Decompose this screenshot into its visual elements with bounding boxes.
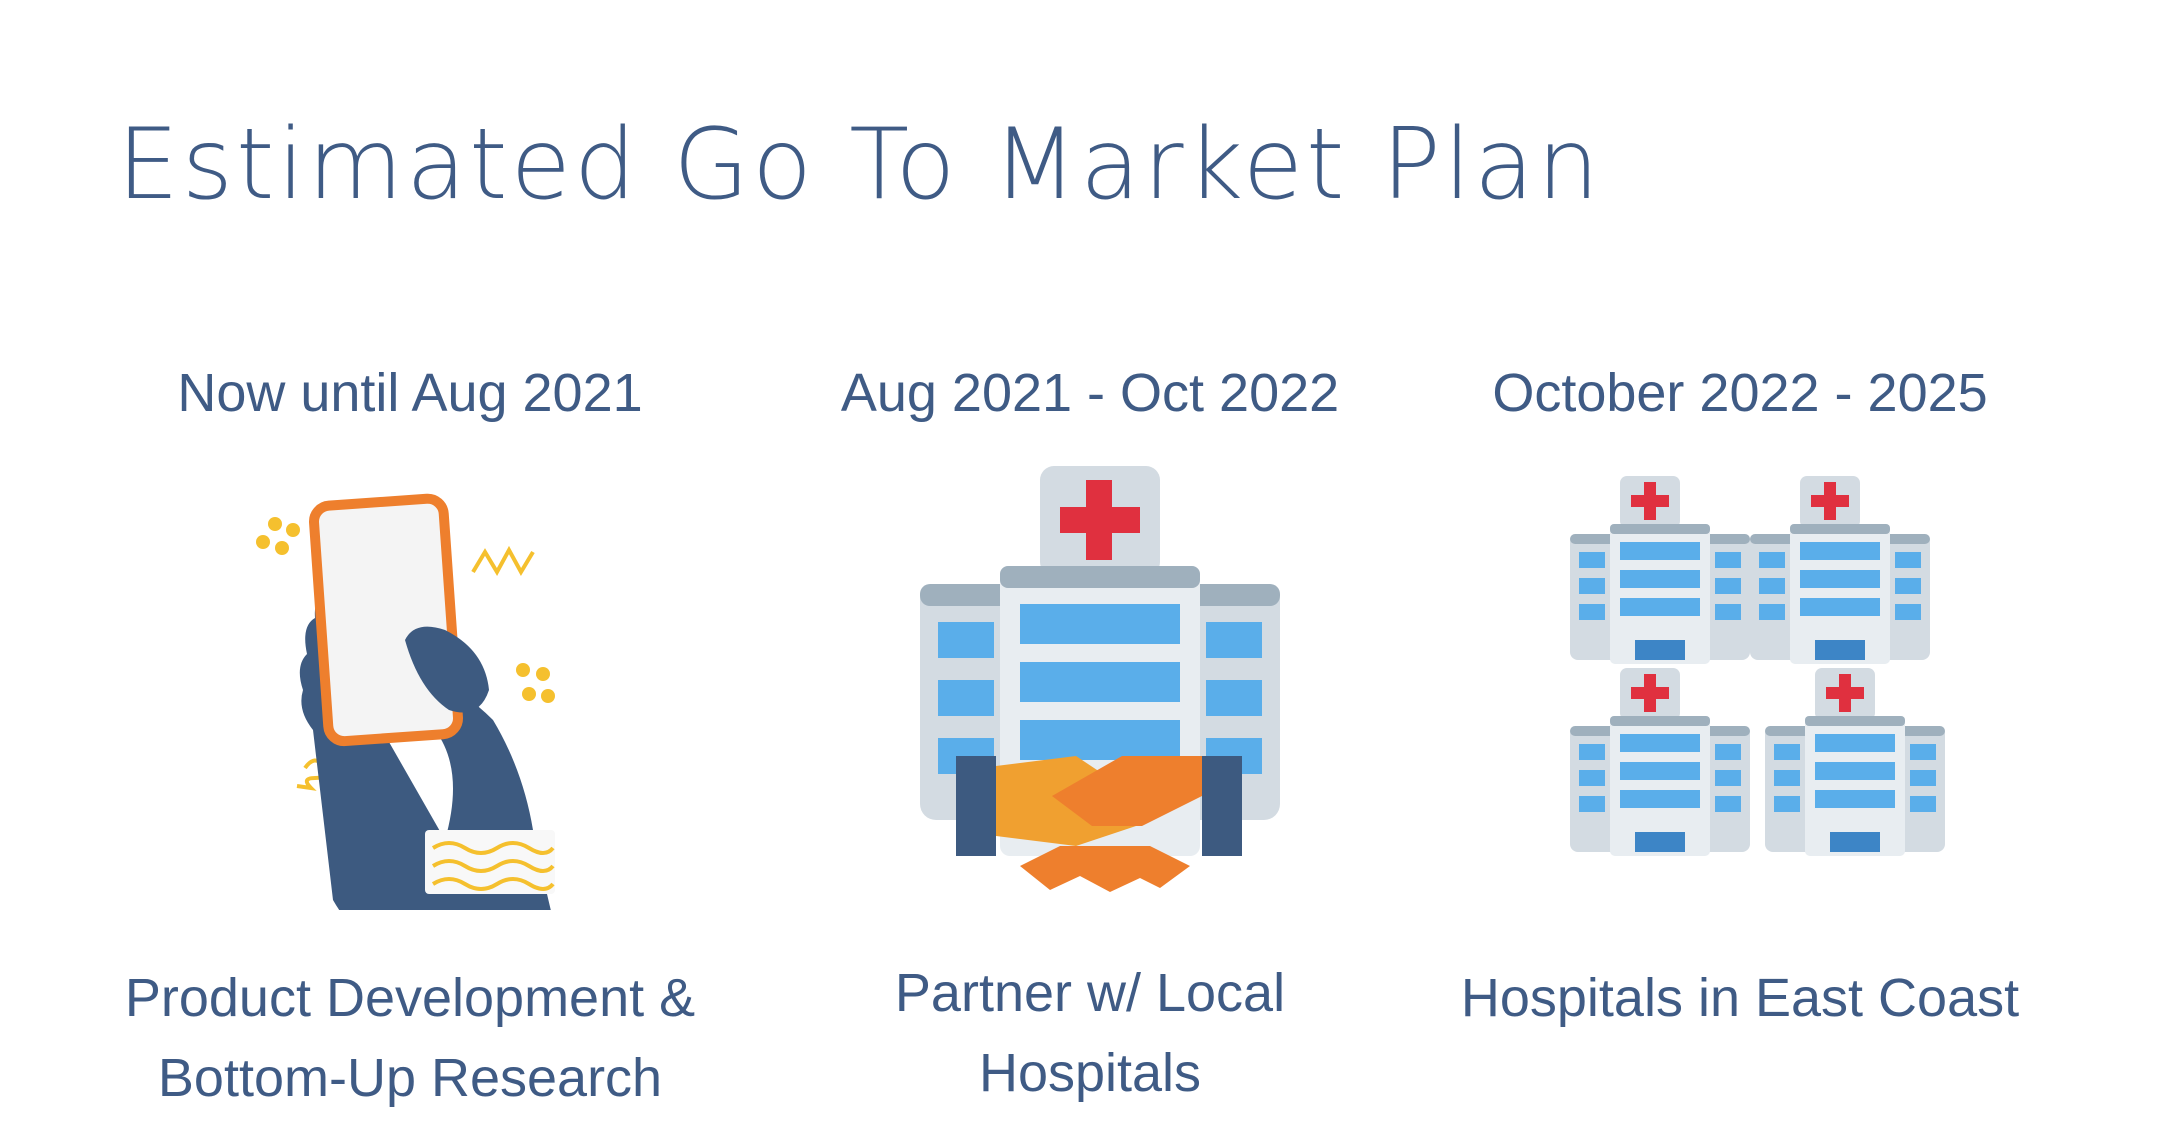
phase-1-period: Now until Aug 2021 <box>177 363 643 423</box>
phase-2-description-line2: Hospitals <box>978 1043 1202 1103</box>
phase-2-description: Partner w/ Local Hospitals <box>750 953 1430 1113</box>
phase-1-description-line1: Product Development & <box>124 968 696 1028</box>
phase-2-period: Aug 2021 - Oct 2022 <box>840 363 1340 423</box>
page-title: Estimated Go To Market Plan <box>117 108 1603 222</box>
phase-1-description: Product Development & Bottom-Up Research <box>70 958 750 1118</box>
phase-3-description: Hospitals in East Coast <box>1400 958 2080 1038</box>
phase-2-description-line1: Partner w/ Local <box>894 963 1286 1023</box>
hand-holding-phone-icon <box>256 493 555 910</box>
multiple-hospitals-icon <box>1570 476 1945 856</box>
hospital-handshake-icon <box>920 466 1280 892</box>
phase-3-period: October 2022 - 2025 <box>1492 363 1988 423</box>
phase-1-description-line2: Bottom-Up Research <box>157 1048 663 1108</box>
phase-3-description-line1: Hospitals in East Coast <box>1460 968 2020 1028</box>
